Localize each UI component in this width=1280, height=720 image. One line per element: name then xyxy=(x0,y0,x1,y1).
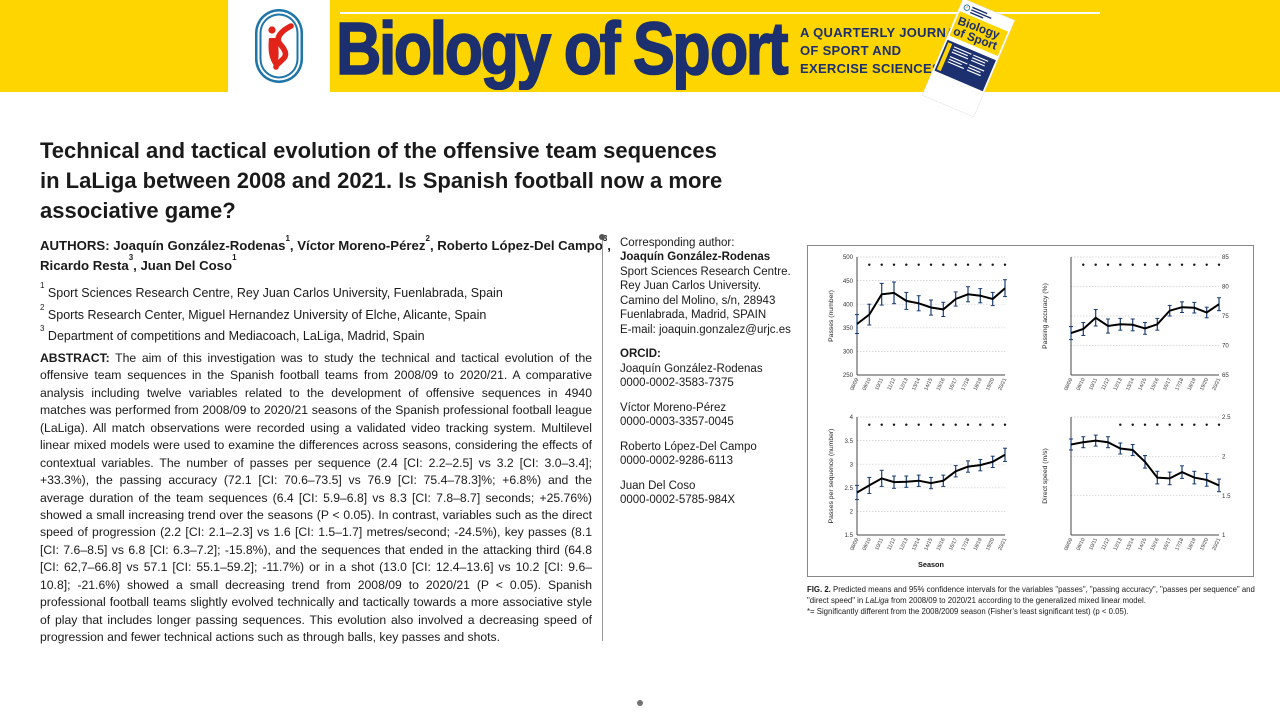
svg-text:450: 450 xyxy=(843,278,854,285)
svg-text:2: 2 xyxy=(850,509,854,516)
svg-text:1: 1 xyxy=(1222,532,1226,539)
svg-text:2.5: 2.5 xyxy=(1222,414,1231,421)
svg-text:12/13: 12/13 xyxy=(899,377,910,391)
svg-text:4: 4 xyxy=(850,414,854,421)
svg-text:11/12: 11/12 xyxy=(887,537,898,551)
svg-text:Passes (number): Passes (number) xyxy=(828,290,835,342)
svg-text:19/20: 19/20 xyxy=(985,537,996,551)
svg-text:Direct speed (m/s): Direct speed (m/s) xyxy=(1042,448,1049,504)
svg-text:15/16: 15/16 xyxy=(1150,377,1161,391)
svg-text:16/17: 16/17 xyxy=(948,537,959,551)
svg-text:09/10: 09/10 xyxy=(862,537,873,551)
svg-text:10/11: 10/11 xyxy=(1088,537,1099,551)
svg-text:2.5: 2.5 xyxy=(845,485,854,492)
svg-text:13/14: 13/14 xyxy=(1125,377,1136,391)
svg-text:12/13: 12/13 xyxy=(899,537,910,551)
svg-text:20/21: 20/21 xyxy=(997,377,1008,391)
svg-text:19/20: 19/20 xyxy=(1199,377,1210,391)
svg-text:Passes per sequence (number): Passes per sequence (number) xyxy=(828,429,835,524)
svg-text:300: 300 xyxy=(843,349,854,356)
svg-text:08/09: 08/09 xyxy=(1063,377,1074,391)
svg-text:15/16: 15/16 xyxy=(936,537,947,551)
svg-text:08/09: 08/09 xyxy=(849,377,860,391)
svg-text:500: 500 xyxy=(843,254,854,261)
svg-text:19/20: 19/20 xyxy=(985,377,996,391)
svg-text:12/13: 12/13 xyxy=(1113,377,1124,391)
svg-text:70: 70 xyxy=(1222,343,1229,350)
svg-text:Passing accuracy (%): Passing accuracy (%) xyxy=(1042,283,1049,349)
svg-text:11/12: 11/12 xyxy=(1101,377,1112,391)
svg-text:10/11: 10/11 xyxy=(1088,377,1099,391)
svg-text:2: 2 xyxy=(1222,454,1226,461)
svg-text:09/10: 09/10 xyxy=(1076,377,1087,391)
svg-text:12/13: 12/13 xyxy=(1113,537,1124,551)
svg-text:11/12: 11/12 xyxy=(1101,537,1112,551)
svg-text:09/10: 09/10 xyxy=(1076,537,1087,551)
svg-text:18/19: 18/19 xyxy=(1187,537,1198,551)
svg-text:13/14: 13/14 xyxy=(911,377,922,391)
svg-text:08/09: 08/09 xyxy=(1063,537,1074,551)
svg-text:20/21: 20/21 xyxy=(1211,377,1222,391)
svg-text:17/18: 17/18 xyxy=(1174,537,1185,551)
svg-text:17/18: 17/18 xyxy=(960,377,971,391)
svg-text:3: 3 xyxy=(850,461,854,468)
svg-text:80: 80 xyxy=(1222,284,1229,291)
svg-text:16/17: 16/17 xyxy=(1162,377,1173,391)
svg-text:250: 250 xyxy=(843,372,854,379)
svg-text:400: 400 xyxy=(843,301,854,308)
svg-text:18/19: 18/19 xyxy=(973,537,984,551)
svg-text:13/14: 13/14 xyxy=(1125,537,1136,551)
svg-text:1.5: 1.5 xyxy=(845,532,854,539)
svg-text:14/15: 14/15 xyxy=(923,377,934,391)
svg-text:Season: Season xyxy=(918,560,944,569)
svg-text:85: 85 xyxy=(1222,254,1229,261)
svg-text:350: 350 xyxy=(843,325,854,332)
svg-text:20/21: 20/21 xyxy=(1211,537,1222,551)
svg-text:17/18: 17/18 xyxy=(1174,377,1185,391)
svg-text:18/19: 18/19 xyxy=(973,377,984,391)
svg-text:10/11: 10/11 xyxy=(874,377,885,391)
svg-text:16/17: 16/17 xyxy=(1162,537,1173,551)
svg-text:09/10: 09/10 xyxy=(862,377,873,391)
svg-text:15/16: 15/16 xyxy=(1150,537,1161,551)
svg-text:19/20: 19/20 xyxy=(1199,537,1210,551)
svg-text:11/12: 11/12 xyxy=(887,377,898,391)
svg-text:15/16: 15/16 xyxy=(936,377,947,391)
svg-text:14/15: 14/15 xyxy=(1137,537,1148,551)
svg-text:14/15: 14/15 xyxy=(923,537,934,551)
svg-text:1.5: 1.5 xyxy=(1222,493,1231,500)
svg-text:16/17: 16/17 xyxy=(948,377,959,391)
svg-text:18/19: 18/19 xyxy=(1187,377,1198,391)
svg-text:14/15: 14/15 xyxy=(1137,377,1148,391)
svg-text:10/11: 10/11 xyxy=(874,537,885,551)
svg-text:08/09: 08/09 xyxy=(849,537,860,551)
svg-text:20/21: 20/21 xyxy=(997,537,1008,551)
svg-text:3.5: 3.5 xyxy=(845,438,854,445)
svg-text:75: 75 xyxy=(1222,313,1229,320)
svg-text:13/14: 13/14 xyxy=(911,537,922,551)
svg-text:65: 65 xyxy=(1222,372,1229,379)
svg-text:17/18: 17/18 xyxy=(960,537,971,551)
